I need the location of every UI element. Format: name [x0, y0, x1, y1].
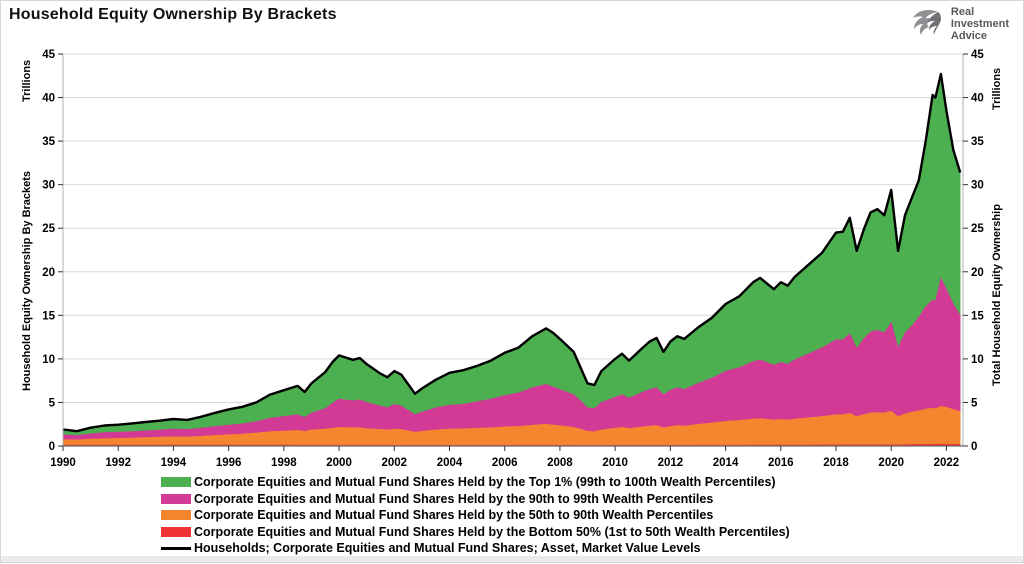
- legend-label: Corporate Equities and Mutual Fund Share…: [194, 508, 714, 523]
- logo-text-line1: Real: [950, 6, 975, 18]
- svg-text:5: 5: [49, 397, 56, 409]
- svg-text:2002: 2002: [381, 457, 407, 469]
- legend-row: Corporate Equities and Mutual Fund Share…: [161, 507, 790, 524]
- axis-spines: [62, 54, 964, 447]
- svg-text:0: 0: [971, 441, 977, 453]
- legend-label: Corporate Equities and Mutual Fund Share…: [194, 491, 714, 506]
- svg-text:2012: 2012: [658, 457, 684, 469]
- svg-text:2008: 2008: [547, 457, 573, 469]
- legend-label: Corporate Equities and Mutual Fund Share…: [194, 524, 790, 539]
- svg-text:35: 35: [42, 136, 55, 148]
- legend-label: Households; Corporate Equities and Mutua…: [194, 541, 701, 556]
- svg-text:1996: 1996: [216, 457, 242, 469]
- total-line: [62, 72, 962, 433]
- footer-strip: [1, 556, 1023, 562]
- svg-text:1992: 1992: [105, 457, 131, 469]
- svg-text:15: 15: [42, 310, 55, 322]
- svg-text:5: 5: [971, 397, 978, 409]
- svg-text:45: 45: [971, 49, 984, 61]
- svg-text:20: 20: [42, 267, 55, 279]
- legend-color-swatch: [161, 510, 191, 521]
- chart-legend: Corporate Equities and Mutual Fund Share…: [161, 474, 790, 557]
- svg-text:25: 25: [971, 223, 984, 235]
- x-axis-ticks: 1990 1992 1994 1996 1998 2000 2002 2004 2006 2008…: [50, 446, 959, 469]
- svg-text:40: 40: [42, 93, 55, 105]
- svg-text:35: 35: [971, 136, 984, 148]
- svg-text:2016: 2016: [768, 457, 794, 469]
- area-50th-90th: [62, 406, 961, 447]
- svg-text:2020: 2020: [878, 457, 904, 469]
- eagle-icon: [912, 10, 941, 35]
- svg-text:30: 30: [971, 180, 984, 192]
- svg-text:10: 10: [42, 354, 55, 366]
- svg-text:20: 20: [971, 267, 984, 279]
- legend-row: Households; Corporate Equities and Mutua…: [161, 540, 790, 557]
- svg-text:15: 15: [971, 310, 984, 322]
- logo-text-line2: Investment: [950, 18, 1009, 30]
- legend-color-swatch: [161, 477, 191, 488]
- svg-text:1990: 1990: [50, 457, 76, 469]
- svg-text:2000: 2000: [326, 457, 352, 469]
- area-90th-99th: [62, 277, 961, 447]
- svg-text:10: 10: [971, 354, 984, 366]
- svg-text:2006: 2006: [492, 457, 518, 469]
- logo-text-line3: Advice: [950, 30, 987, 42]
- svg-text:1994: 1994: [161, 457, 187, 469]
- page-title: Household Equity Ownership By Brackets: [9, 6, 337, 23]
- svg-text:0: 0: [49, 441, 55, 453]
- brand-logo: Real Investment Advice: [905, 4, 1009, 44]
- svg-text:25: 25: [42, 223, 55, 235]
- svg-text:2010: 2010: [602, 457, 628, 469]
- legend-row: Corporate Equities and Mutual Fund Share…: [161, 474, 790, 491]
- svg-text:2004: 2004: [437, 457, 463, 469]
- y-axis-left-ticks: 0 5 10 15 20 25 30 35 40 45: [42, 49, 63, 453]
- svg-text:2018: 2018: [823, 457, 849, 469]
- svg-text:2014: 2014: [713, 457, 739, 469]
- svg-text:30: 30: [42, 180, 55, 192]
- legend-row: Corporate Equities and Mutual Fund Share…: [161, 491, 790, 508]
- y-axis-right-ticks: 0 5 10 15 20 25 30 35 40 45: [963, 49, 984, 453]
- legend-color-swatch: [161, 493, 191, 504]
- legend-label: Corporate Equities and Mutual Fund Share…: [194, 475, 776, 490]
- legend-line-swatch: [161, 546, 191, 550]
- legend-row: Corporate Equities and Mutual Fund Share…: [161, 524, 790, 541]
- svg-text:40: 40: [971, 93, 984, 105]
- legend-color-swatch: [161, 526, 191, 537]
- svg-text:1998: 1998: [271, 457, 297, 469]
- svg-text:45: 45: [42, 49, 55, 61]
- svg-text:2022: 2022: [934, 457, 960, 469]
